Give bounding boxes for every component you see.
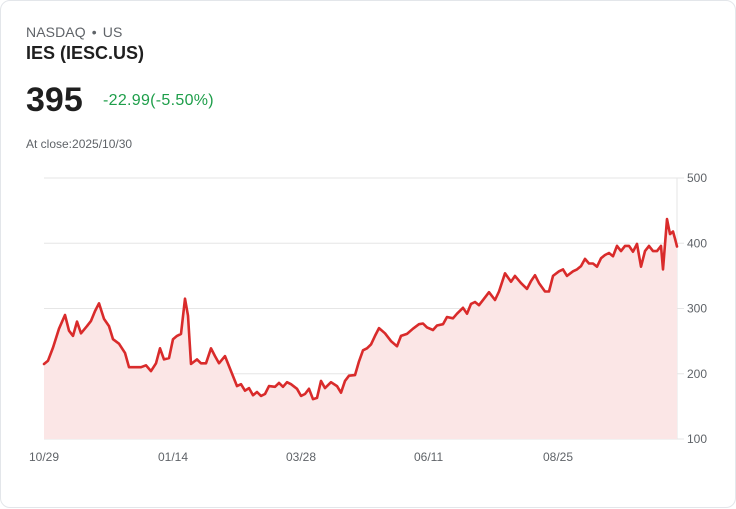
x-tick-label: 06/11 bbox=[414, 450, 443, 464]
close-date: At close:2025/10/30 bbox=[26, 137, 133, 151]
chart-area-fill bbox=[44, 219, 677, 439]
x-tick-label: 10/29 bbox=[29, 450, 59, 464]
exchange-name: NASDAQ bbox=[26, 24, 86, 40]
y-tick-label: 100 bbox=[687, 432, 707, 446]
x-tick-label: 01/14 bbox=[158, 450, 188, 464]
y-tick-label: 400 bbox=[687, 236, 707, 250]
exchange-label: NASDAQ • US bbox=[26, 24, 122, 40]
y-axis: 500 400 300 200 100 bbox=[687, 171, 707, 446]
y-tick-label: 300 bbox=[687, 302, 707, 316]
current-price: 395 bbox=[26, 81, 83, 119]
y-tick-label: 200 bbox=[687, 367, 707, 381]
y-tick-label: 500 bbox=[687, 171, 707, 185]
chart-price-line bbox=[42, 217, 679, 401]
x-axis: 10/29 01/14 03/28 06/11 08/25 bbox=[29, 450, 573, 464]
stock-title: IES (IESC.US) bbox=[26, 43, 145, 63]
x-tick-label: 08/25 bbox=[543, 450, 573, 464]
region-name: US bbox=[102, 24, 123, 40]
separator-dot: • bbox=[91, 24, 97, 40]
x-tick-label: 03/28 bbox=[286, 450, 316, 464]
price-change: -22.99(-5.50%) bbox=[103, 92, 214, 109]
